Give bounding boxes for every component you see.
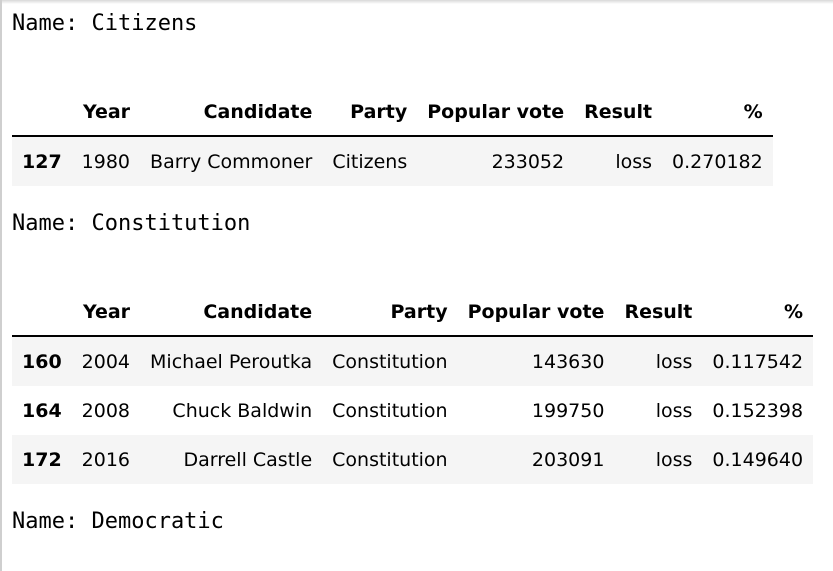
popular-vote-cell: 143630 — [531, 350, 605, 373]
result-cell: loss — [655, 399, 693, 422]
result-header: Result — [574, 88, 663, 137]
table-header-row: Year Candidate Party Popular vote Result… — [12, 88, 773, 137]
party-cell: Constitution — [332, 350, 448, 373]
row-index: 172 — [22, 448, 62, 471]
party-header: Party — [322, 288, 458, 337]
candidate-header: Candidate — [140, 288, 323, 337]
party-cell: Citizens — [332, 150, 408, 173]
table-row: 160 2004 Michael Peroutka Constitution 1… — [12, 336, 814, 386]
party-header: Party — [322, 88, 418, 137]
result-header: Result — [614, 288, 703, 337]
group-name-constitution: Name: Constitution — [12, 211, 251, 236]
table-row: 164 2008 Chuck Baldwin Constitution 1997… — [12, 386, 814, 435]
candidate-cell: Darrell Castle — [183, 448, 313, 471]
candidate-cell: Michael Peroutka — [150, 350, 313, 373]
table-row: 127 1980 Barry Commoner Citizens 233052 … — [12, 136, 773, 186]
index-header — [12, 88, 72, 137]
row-index: 127 — [22, 150, 62, 173]
table-header-row: Year Candidate Party Popular vote Result… — [12, 288, 814, 337]
year-header: Year — [71, 88, 141, 137]
result-cell: loss — [615, 150, 653, 173]
output-top-shade — [0, 0, 833, 4]
percent-cell: 0.149640 — [712, 448, 804, 471]
percent-cell: 0.270182 — [672, 150, 763, 173]
year-header: Year — [71, 288, 141, 337]
group-name-democratic: Name: Democratic — [12, 509, 224, 534]
year-cell: 2008 — [81, 399, 131, 422]
popular-vote-header: Popular vote — [417, 88, 575, 137]
popular-vote-cell: 199750 — [531, 399, 605, 422]
percent-header: % — [702, 288, 814, 337]
group-name-citizens: Name: Citizens — [12, 11, 198, 36]
result-cell: loss — [655, 448, 693, 471]
popular-vote-cell: 203091 — [531, 448, 605, 471]
table-row: 172 2016 Darrell Castle Constitution 203… — [12, 435, 814, 484]
candidate-header: Candidate — [140, 88, 323, 137]
percent-cell: 0.117542 — [712, 350, 804, 373]
year-cell: 2004 — [81, 350, 131, 373]
index-header — [12, 288, 72, 337]
year-cell: 2016 — [81, 448, 131, 471]
candidate-cell: Barry Commoner — [150, 150, 313, 173]
output-left-border — [0, 0, 2, 571]
row-index: 160 — [22, 350, 62, 373]
percent-header: % — [662, 88, 773, 137]
dataframe-citizens: Year Candidate Party Popular vote Result… — [12, 88, 773, 186]
party-cell: Constitution — [332, 448, 448, 471]
year-cell: 1980 — [81, 150, 131, 173]
popular-vote-cell: 233052 — [491, 150, 565, 173]
percent-cell: 0.152398 — [712, 399, 804, 422]
row-index: 164 — [22, 399, 62, 422]
result-cell: loss — [655, 350, 693, 373]
dataframe-constitution: Year Candidate Party Popular vote Result… — [12, 288, 814, 484]
party-cell: Constitution — [332, 399, 448, 422]
candidate-cell: Chuck Baldwin — [172, 399, 313, 422]
popular-vote-header: Popular vote — [457, 288, 615, 337]
